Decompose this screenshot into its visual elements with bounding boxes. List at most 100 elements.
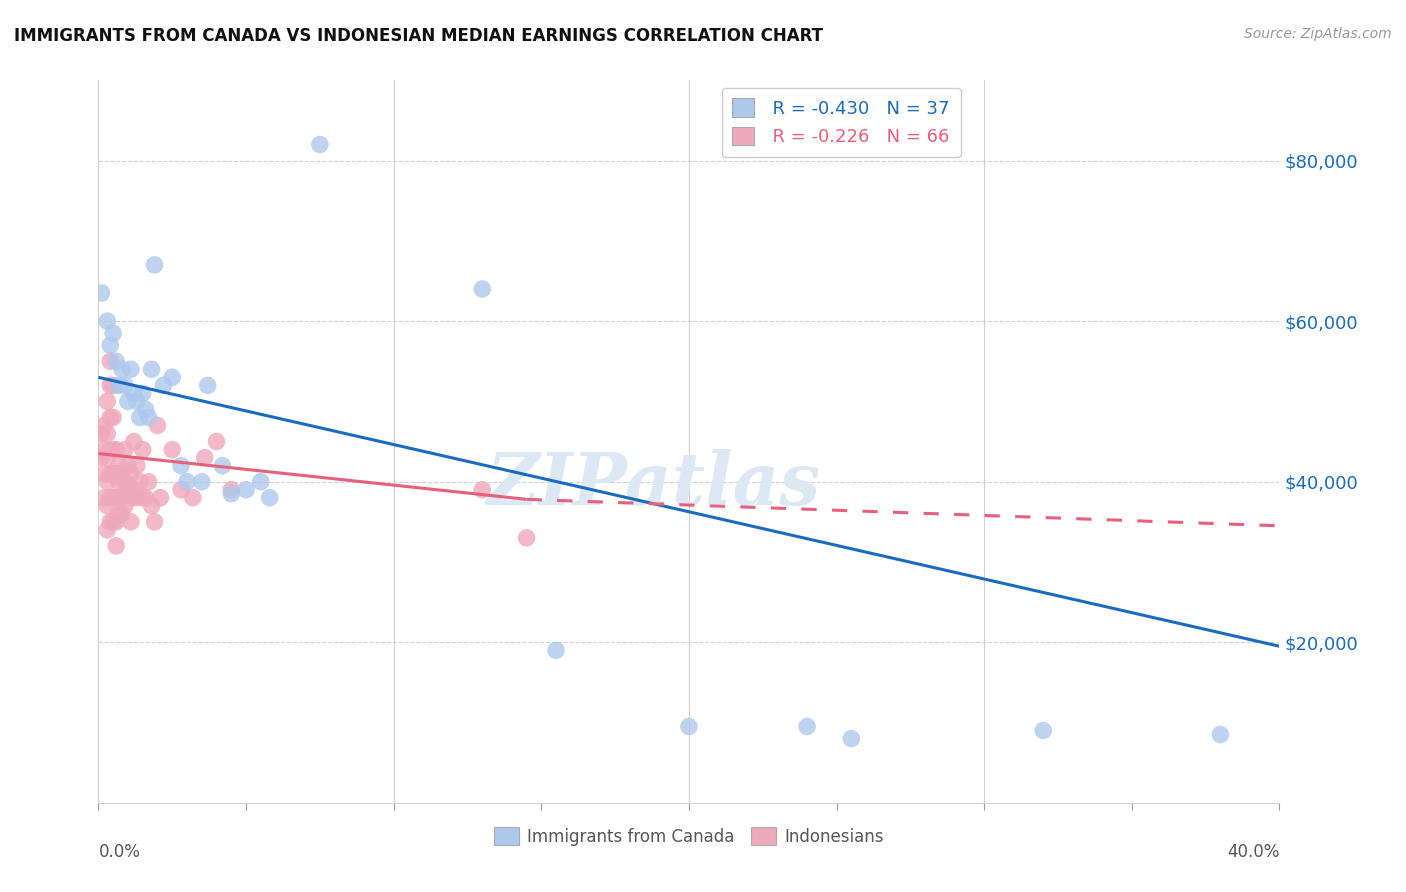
Point [221, 483, 243, 497]
Point [471, 282, 494, 296]
Point [105, 354, 128, 368]
Point [170, 483, 193, 497]
Point [93, 442, 115, 457]
Point [122, 483, 145, 497]
Point [98, 442, 121, 457]
Point [143, 258, 166, 272]
Point [128, 410, 150, 425]
Text: 40.0%: 40.0% [1227, 843, 1279, 861]
Point [117, 394, 139, 409]
Point [108, 507, 131, 521]
Point [114, 475, 136, 489]
Point [98, 491, 121, 505]
Point [122, 434, 145, 449]
Point [98, 410, 121, 425]
Point [125, 458, 148, 473]
Point [98, 467, 121, 481]
Point [103, 378, 125, 392]
Point [105, 491, 128, 505]
Point [138, 475, 160, 489]
Point [250, 475, 273, 489]
Point [96, 426, 118, 441]
Point [103, 326, 125, 340]
Point [120, 515, 142, 529]
Point [211, 458, 233, 473]
Point [1209, 728, 1232, 742]
Point [117, 483, 139, 497]
Point [114, 442, 136, 457]
Point [152, 378, 174, 392]
Point [90, 426, 112, 441]
Point [132, 442, 155, 457]
Point [149, 491, 172, 505]
Point [108, 491, 131, 505]
Point [181, 491, 204, 505]
Point [108, 458, 131, 473]
Point [141, 362, 163, 376]
Point [546, 643, 568, 657]
Point [194, 450, 217, 465]
Point [105, 467, 128, 481]
Point [125, 491, 148, 505]
Point [128, 475, 150, 489]
Point [96, 499, 118, 513]
Point [259, 491, 281, 505]
Point [114, 499, 136, 513]
Text: 0.0%: 0.0% [98, 843, 141, 861]
Point [120, 467, 142, 481]
Text: Source: ZipAtlas.com: Source: ZipAtlas.com [1244, 27, 1392, 41]
Point [176, 475, 198, 489]
Point [122, 386, 145, 401]
Point [111, 491, 134, 505]
Point [90, 285, 112, 300]
Point [93, 418, 115, 433]
Point [162, 442, 183, 457]
Text: IMMIGRANTS FROM CANADA VS INDONESIAN MEDIAN EARNINGS CORRELATION CHART: IMMIGRANTS FROM CANADA VS INDONESIAN MED… [14, 27, 823, 45]
Point [141, 499, 163, 513]
Point [114, 378, 136, 392]
Point [93, 467, 115, 481]
Point [103, 515, 125, 529]
Point [678, 719, 700, 733]
Point [105, 539, 128, 553]
Point [132, 491, 155, 505]
Point [120, 362, 142, 376]
Point [96, 314, 118, 328]
Point [108, 475, 131, 489]
Point [111, 467, 134, 481]
Point [103, 442, 125, 457]
Point [105, 515, 128, 529]
Point [170, 458, 193, 473]
Point [135, 402, 157, 417]
Point [103, 467, 125, 481]
Point [98, 338, 121, 352]
Point [235, 483, 257, 497]
Point [162, 370, 183, 384]
Point [103, 410, 125, 425]
Point [96, 475, 118, 489]
Point [796, 719, 818, 733]
Point [103, 491, 125, 505]
Point [111, 507, 134, 521]
Point [98, 354, 121, 368]
Point [93, 491, 115, 505]
Point [98, 515, 121, 529]
Point [516, 531, 538, 545]
Point [105, 442, 128, 457]
Point [143, 515, 166, 529]
Point [1032, 723, 1054, 738]
Point [117, 458, 139, 473]
Point [191, 475, 214, 489]
Point [205, 434, 228, 449]
Point [221, 486, 243, 500]
Point [120, 491, 142, 505]
Point [96, 394, 118, 409]
Point [138, 410, 160, 425]
Point [197, 378, 219, 392]
Point [98, 378, 121, 392]
Point [841, 731, 863, 746]
Point [132, 386, 155, 401]
Point [90, 450, 112, 465]
Legend:   R = -0.430   N = 37,   R = -0.226   N = 66: R = -0.430 N = 37, R = -0.226 N = 66 [721, 87, 960, 157]
Point [111, 362, 134, 376]
